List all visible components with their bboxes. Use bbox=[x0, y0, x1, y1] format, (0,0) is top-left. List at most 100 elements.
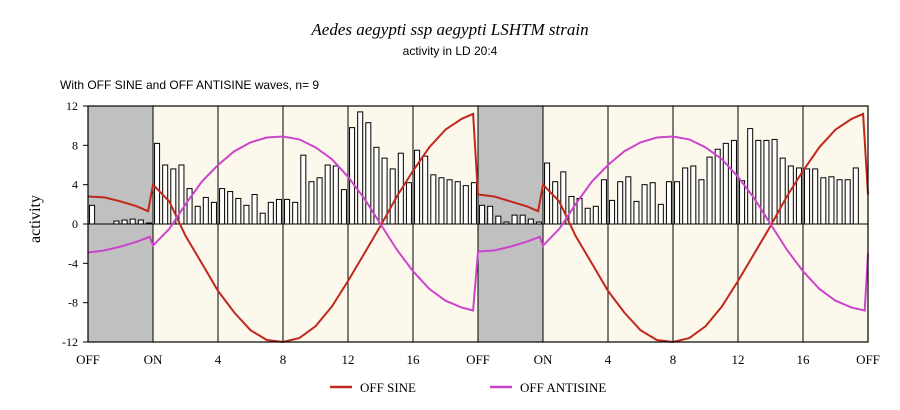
activity-bar bbox=[592, 205, 599, 225]
x-tick-label: 4 bbox=[215, 352, 222, 367]
activity-bar bbox=[357, 111, 364, 225]
activity-bar bbox=[414, 149, 421, 225]
activity-bar bbox=[349, 127, 356, 225]
activity-bar bbox=[129, 218, 136, 225]
activity-bar bbox=[609, 199, 616, 225]
activity-bar bbox=[828, 176, 835, 225]
activity-bar bbox=[259, 212, 266, 225]
activity-bar bbox=[755, 139, 762, 225]
y-tick-label: 12 bbox=[66, 99, 78, 113]
activity-bar bbox=[690, 165, 697, 225]
activity-bar bbox=[852, 167, 859, 225]
activity-bar bbox=[487, 205, 494, 225]
activity-bar bbox=[844, 179, 851, 225]
legend-label: OFF ANTISINE bbox=[520, 380, 606, 395]
activity-bar bbox=[706, 156, 713, 225]
activity-bar bbox=[308, 181, 315, 225]
x-tick-label: OFF bbox=[466, 352, 490, 367]
activity-bar bbox=[178, 164, 185, 225]
x-tick-label: 16 bbox=[797, 352, 811, 367]
activity-bar bbox=[552, 181, 559, 225]
activity-bar bbox=[243, 204, 250, 225]
chart-caption: With OFF SINE and OFF ANTISINE waves, n=… bbox=[60, 78, 320, 92]
activity-bar bbox=[633, 200, 640, 225]
activity-bar bbox=[121, 219, 128, 225]
activity-bar bbox=[560, 171, 567, 225]
activity-bar bbox=[730, 139, 737, 225]
activity-bar bbox=[641, 184, 648, 225]
x-tick-label: 16 bbox=[407, 352, 421, 367]
chart-title: Aedes aegypti ssp aegypti LSHTM strain bbox=[311, 20, 589, 39]
activity-bar bbox=[665, 181, 672, 225]
legend: OFF SINE OFF ANTISINE bbox=[330, 380, 606, 395]
activity-bar bbox=[405, 182, 412, 225]
series-line bbox=[87, 135, 869, 312]
activity-bar bbox=[787, 165, 794, 225]
activity-bar bbox=[454, 181, 461, 225]
activity-bar bbox=[210, 201, 217, 225]
activity-bar bbox=[219, 188, 226, 225]
activity-bar bbox=[438, 177, 445, 225]
activity-bar bbox=[682, 167, 689, 225]
y-tick-label: 4 bbox=[72, 178, 78, 192]
activity-bar bbox=[430, 174, 437, 225]
activity-bar bbox=[194, 205, 201, 225]
activity-bar bbox=[137, 219, 144, 225]
activity-bar bbox=[527, 218, 534, 225]
activity-bar bbox=[698, 179, 705, 225]
activity-bar bbox=[820, 177, 827, 225]
activity-bar bbox=[235, 197, 242, 225]
legend-label: OFF SINE bbox=[360, 380, 416, 395]
activity-bar bbox=[535, 221, 542, 225]
y-tick-label: -12 bbox=[62, 335, 78, 349]
activity-bar bbox=[479, 204, 486, 225]
activity-bar bbox=[714, 148, 721, 225]
activity-bar bbox=[812, 168, 819, 225]
activity-bar bbox=[422, 155, 429, 225]
y-tick-label: -4 bbox=[68, 256, 78, 270]
activity-bar bbox=[804, 168, 811, 225]
activity-bar bbox=[649, 182, 656, 225]
x-tick-label: ON bbox=[534, 352, 553, 367]
wave-lines bbox=[87, 112, 869, 344]
chart-subtitle: activity in LD 20:4 bbox=[402, 44, 498, 58]
activity-bar bbox=[779, 157, 786, 225]
activity-bar bbox=[739, 180, 746, 225]
activity-bar bbox=[763, 139, 770, 225]
activity-bar bbox=[89, 204, 96, 225]
activity-bar bbox=[795, 167, 802, 225]
activity-bar bbox=[495, 215, 502, 225]
activity-bar bbox=[332, 165, 339, 225]
activity-bar bbox=[446, 179, 453, 225]
series-line bbox=[87, 112, 869, 344]
activity-bar bbox=[251, 194, 258, 225]
activity-bar bbox=[836, 179, 843, 225]
activity-bar bbox=[617, 181, 624, 225]
x-tick-label: 8 bbox=[670, 352, 677, 367]
activity-bar bbox=[381, 157, 388, 225]
activity-bar bbox=[584, 207, 591, 225]
y-ticks: 12 8 4 0 -4 -8 -12 bbox=[62, 99, 88, 349]
activity-bar bbox=[113, 220, 120, 225]
x-tick-label: ON bbox=[144, 352, 163, 367]
activity-bar bbox=[771, 138, 778, 225]
activity-bar bbox=[544, 162, 551, 225]
activity-bar bbox=[202, 196, 209, 225]
activity-bar bbox=[227, 191, 234, 225]
activity-bar bbox=[657, 203, 664, 225]
activity-bar bbox=[300, 154, 307, 225]
activity-bar bbox=[145, 222, 152, 225]
x-tick-label: 12 bbox=[732, 352, 745, 367]
activity-bar bbox=[267, 201, 274, 225]
x-tick-label: OFF bbox=[856, 352, 880, 367]
activity-bar bbox=[324, 164, 331, 225]
activity-bar bbox=[722, 142, 729, 225]
y-tick-label: -8 bbox=[68, 296, 78, 310]
activity-bar bbox=[292, 201, 299, 225]
x-tick-label: 12 bbox=[342, 352, 355, 367]
activity-bar bbox=[519, 214, 526, 225]
activity-bar bbox=[625, 176, 632, 225]
activity-bar bbox=[470, 182, 477, 225]
activity-bar bbox=[316, 177, 323, 225]
